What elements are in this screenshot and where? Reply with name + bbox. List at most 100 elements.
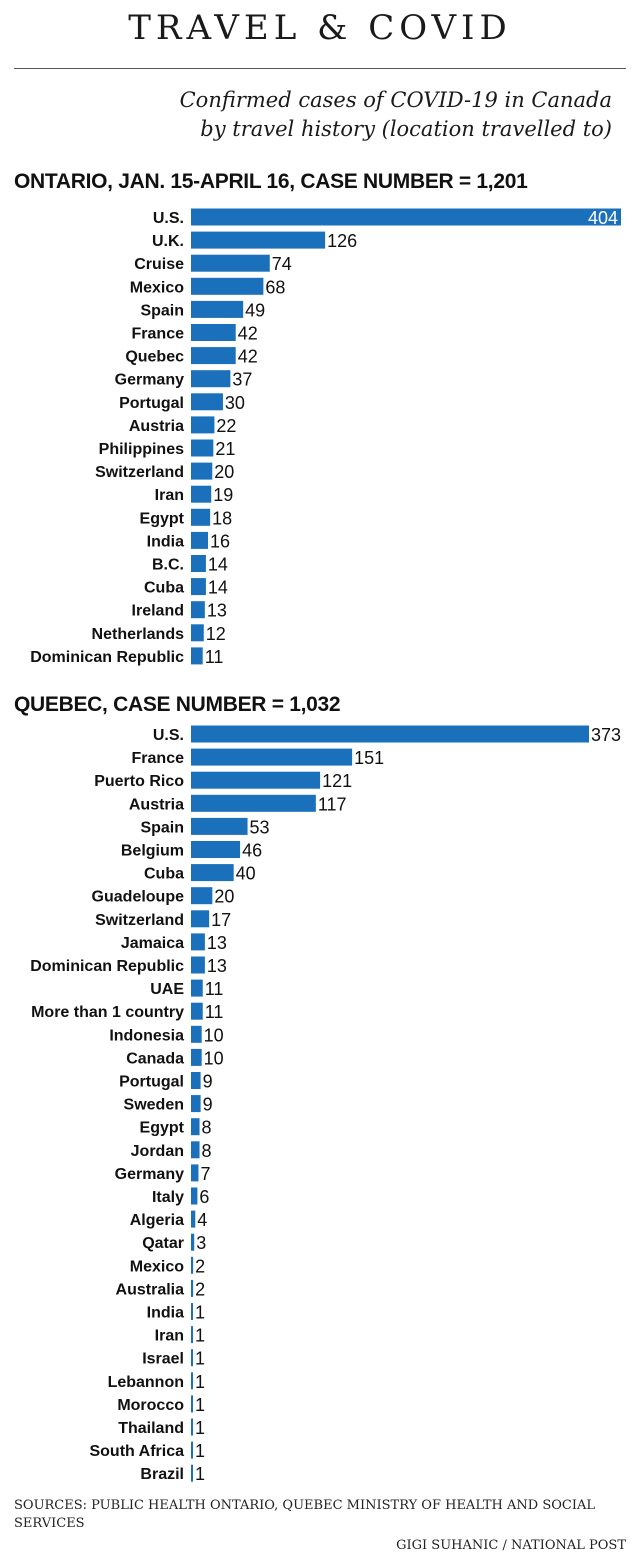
quebec-category-label-jamaica: Jamaica xyxy=(121,935,184,952)
quebec-value-label-thailand: 1 xyxy=(195,1418,205,1438)
quebec-category-label-indonesia: Indonesia xyxy=(109,1027,184,1044)
quebec-bar-indonesia xyxy=(191,1025,202,1043)
quebec-category-label-spain: Spain xyxy=(140,819,184,836)
quebec-category-label-u-s: U.S. xyxy=(153,727,184,744)
quebec-bar-france xyxy=(191,748,353,766)
quebec-value-label-cuba: 40 xyxy=(236,864,256,884)
ontario-bar-chart: U.S. 404 U.K. 126 Cruise 74 Mexico 68 Spain 49 Fra… xyxy=(30,208,621,667)
ontario-category-label-cruise: Cruise xyxy=(134,256,184,273)
ontario-bar-egypt xyxy=(191,508,211,526)
quebec-bar-brazil xyxy=(191,1464,193,1482)
subtitle: Confirmed cases of COVID-19 in Canada by… xyxy=(52,86,612,144)
ontario-category-label-u-s: U.S. xyxy=(153,210,184,227)
ontario-category-label-quebec: Quebec xyxy=(125,349,184,366)
ontario-bar-philippines xyxy=(191,439,214,457)
quebec-bar-u-s xyxy=(191,725,589,743)
quebec-category-label-switzerland: Switzerland xyxy=(95,912,184,929)
quebec-value-label-india: 1 xyxy=(195,1303,205,1323)
quebec-category-label-algeria: Algeria xyxy=(130,1212,184,1229)
quebec-bar-mexico xyxy=(191,1256,194,1274)
quebec-value-label-jamaica: 13 xyxy=(207,933,227,953)
ontario-value-label-iran: 19 xyxy=(213,485,233,505)
quebec-bar-algeria xyxy=(191,1210,196,1228)
quebec-bar-morocco xyxy=(191,1395,193,1413)
quebec-value-label-qatar: 3 xyxy=(196,1233,206,1253)
quebec-bar-south-africa xyxy=(191,1441,193,1459)
quebec-bar-thailand xyxy=(191,1418,193,1436)
ontario-category-label-ireland: Ireland xyxy=(132,603,184,620)
ontario-bar-netherlands xyxy=(191,624,204,642)
quebec-value-label-spain: 53 xyxy=(250,817,270,837)
credit-line: GIGI SUHANIC / NATIONAL POST xyxy=(396,1538,626,1553)
quebec-category-label-austria: Austria xyxy=(129,796,184,813)
quebec-value-label-egypt: 8 xyxy=(202,1118,212,1138)
quebec-value-label-portugal: 9 xyxy=(203,1072,213,1092)
quebec-value-label-sweden: 9 xyxy=(203,1095,213,1115)
quebec-value-label-indonesia: 10 xyxy=(204,1025,224,1045)
quebec-bar-guadeloupe xyxy=(191,887,213,905)
ontario-category-label-dominican-republic: Dominican Republic xyxy=(30,649,184,666)
ontario-bar-cuba xyxy=(191,578,206,596)
quebec-category-label-lebannon: Lebannon xyxy=(108,1374,184,1391)
ontario-value-label-spain: 49 xyxy=(245,300,265,320)
quebec-bar-germany xyxy=(191,1164,199,1182)
ontario-category-label-u-k: U.K. xyxy=(152,233,184,250)
quebec-category-label-mexico: Mexico xyxy=(130,1258,184,1275)
quebec-category-label-belgium: Belgium xyxy=(121,843,184,860)
quebec-value-label-switzerland: 17 xyxy=(211,910,231,930)
ontario-bar-u-k xyxy=(191,231,326,249)
quebec-bar-cuba xyxy=(191,864,234,882)
quebec-value-label-guadeloupe: 20 xyxy=(214,887,234,907)
quebec-category-label-canada: Canada xyxy=(126,1050,184,1067)
quebec-value-label-mexico: 2 xyxy=(195,1256,205,1276)
ontario-category-label-spain: Spain xyxy=(140,302,184,319)
quebec-bar-jamaica xyxy=(191,933,205,951)
ontario-category-label-mexico: Mexico xyxy=(130,279,184,296)
quebec-bar-belgium xyxy=(191,841,241,858)
quebec-value-label-france: 151 xyxy=(354,748,384,768)
quebec-value-label-germany: 7 xyxy=(200,1164,210,1184)
quebec-value-label-more-than-1-country: 11 xyxy=(205,1002,224,1022)
quebec-value-label-brazil: 1 xyxy=(195,1464,205,1484)
ontario-value-label-switzerland: 20 xyxy=(214,462,234,482)
quebec-category-label-uae: UAE xyxy=(150,981,184,998)
quebec-value-label-u-s: 373 xyxy=(591,725,621,745)
quebec-category-label-egypt: Egypt xyxy=(140,1120,185,1137)
ontario-value-label-portugal: 30 xyxy=(225,393,245,413)
quebec-bar-spain xyxy=(191,817,248,835)
ontario-bar-ireland xyxy=(191,601,205,619)
quebec-value-label-italy: 6 xyxy=(199,1187,209,1207)
ontario-value-label-netherlands: 12 xyxy=(206,624,226,644)
ontario-bar-b-c xyxy=(191,555,206,572)
quebec-value-label-puerto-rico: 121 xyxy=(322,771,352,791)
ontario-category-label-egypt: Egypt xyxy=(140,510,185,527)
quebec-bar-switzerland xyxy=(191,910,210,928)
ontario-value-label-ireland: 13 xyxy=(207,601,227,621)
quebec-value-label-algeria: 4 xyxy=(197,1210,207,1230)
quebec-bar-puerto-rico xyxy=(191,771,321,789)
ontario-category-label-portugal: Portugal xyxy=(119,395,184,412)
quebec-category-label-germany: Germany xyxy=(115,1166,184,1183)
quebec-value-label-australia: 2 xyxy=(195,1279,205,1299)
ontario-category-label-cuba: Cuba xyxy=(144,580,184,597)
quebec-category-label-italy: Italy xyxy=(152,1189,184,1206)
quebec-bar-austria xyxy=(191,794,316,812)
ontario-bar-portugal xyxy=(191,393,223,411)
quebec-value-label-iran: 1 xyxy=(195,1326,205,1346)
ontario-value-label-u-s: 404 xyxy=(588,208,618,228)
ontario-value-label-mexico: 68 xyxy=(265,277,285,297)
quebec-bar-iran xyxy=(191,1326,193,1344)
quebec-bar-lebannon xyxy=(191,1372,193,1390)
quebec-category-label-portugal: Portugal xyxy=(119,1074,184,1091)
ontario-value-label-germany: 37 xyxy=(232,370,252,390)
quebec-value-label-lebannon: 1 xyxy=(195,1372,205,1392)
sources-note: SOURCES: PUBLIC HEALTH ONTARIO, QUEBEC M… xyxy=(14,1498,596,1531)
ontario-value-label-india: 16 xyxy=(210,531,230,551)
page-title: TRAVEL & COVID xyxy=(128,8,512,48)
quebec-bar-india xyxy=(191,1303,193,1320)
quebec-bar-jordan xyxy=(191,1141,200,1159)
ontario-bar-iran xyxy=(191,485,212,503)
quebec-category-label-guadeloupe: Guadeloupe xyxy=(92,889,185,906)
quebec-bar-portugal xyxy=(191,1072,201,1089)
